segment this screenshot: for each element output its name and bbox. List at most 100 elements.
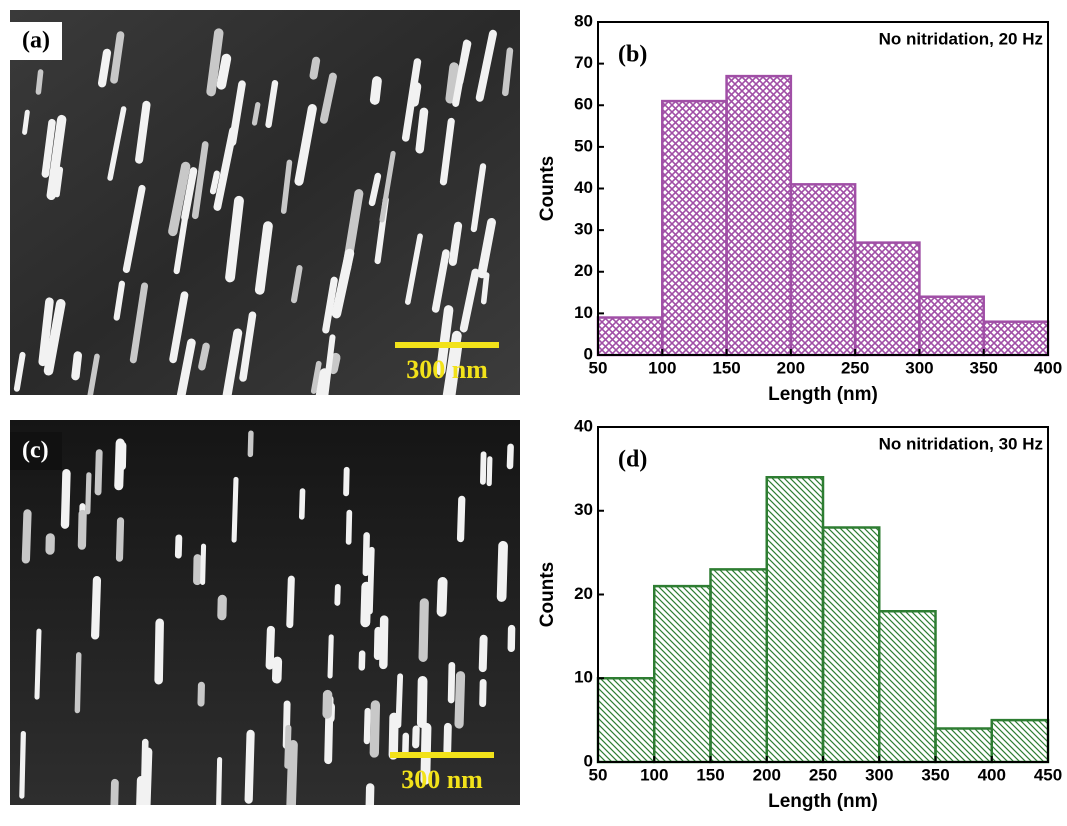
nanowire (443, 722, 452, 755)
nanowire (154, 618, 164, 685)
nanowire (35, 69, 44, 95)
nanowire (113, 280, 126, 321)
x-tick-label: 400 (978, 765, 1006, 784)
nanowire (213, 126, 237, 211)
sem-image: (a) 300 nm (10, 10, 520, 442)
nanowire (135, 100, 151, 164)
panel-label-box (10, 22, 62, 60)
nanowire (34, 628, 42, 700)
y-tick-label: 80 (574, 11, 593, 30)
gutter (0, 805, 550, 826)
nanowire (209, 170, 220, 195)
nanowire (265, 625, 275, 670)
nanowire (331, 248, 355, 319)
nanowire (38, 297, 54, 367)
x-tick-label: 350 (970, 358, 998, 377)
nanowire (247, 430, 254, 458)
nanowire (431, 249, 450, 313)
x-tick-label: 350 (921, 765, 949, 784)
x-tick-label: 450 (1034, 765, 1062, 784)
nanowire (309, 56, 321, 80)
nanowire (77, 509, 87, 550)
nanowire (436, 305, 454, 376)
x-tick-label: 400 (1034, 358, 1062, 377)
y-tick-label: 40 (574, 178, 593, 197)
nanowire (220, 328, 243, 415)
chart: 0 10 20 30 40 50 100 150 200 250 300 350 400 450 Lengt… (537, 416, 1062, 812)
nanowire (327, 634, 334, 679)
nanowire (412, 725, 420, 749)
nanowire (410, 82, 422, 107)
nanowire (231, 476, 239, 543)
nanowire (21, 509, 32, 564)
nanowire (405, 233, 423, 305)
nanowire (506, 443, 514, 470)
bar (596, 677, 656, 764)
nanowire (379, 615, 389, 670)
nanowire (174, 534, 183, 559)
nanowire (286, 575, 295, 629)
nanowire (322, 689, 333, 719)
gutter (0, 0, 550, 10)
nanowire (470, 163, 487, 233)
y-tick-label: 70 (574, 53, 593, 72)
sem-image: (c) 300 nm (10, 420, 520, 826)
bar (765, 476, 825, 764)
nanowire (477, 217, 496, 279)
nanowire (265, 80, 279, 128)
nanowire (216, 53, 232, 90)
nanowire (251, 102, 261, 126)
x-tick-label: 300 (865, 765, 893, 784)
nanowire (71, 351, 82, 381)
bar (789, 183, 857, 357)
y-tick-label: 20 (574, 261, 593, 280)
x-tick-label: 150 (712, 358, 740, 377)
panel-label: (b) (618, 42, 647, 68)
bar (661, 99, 728, 357)
nanowire (436, 577, 448, 617)
nanowire (173, 211, 189, 275)
annotation: No nitridation, 30 Hz (879, 434, 1043, 453)
nanowire (129, 282, 149, 364)
panel-label: (a) (22, 28, 50, 54)
nanowire (118, 441, 127, 471)
sem-background (10, 10, 520, 395)
nanowire (91, 576, 102, 640)
scale-bar (390, 752, 494, 758)
scale-bar (395, 342, 499, 348)
bar (878, 610, 937, 764)
y-tick-label: 20 (574, 584, 593, 603)
nanowire (294, 104, 317, 186)
nanowire (310, 360, 322, 394)
nanowire (239, 311, 257, 382)
x-tick-label: 300 (905, 358, 933, 377)
nanowire (478, 634, 488, 673)
y-tick-label: 0 (584, 344, 593, 363)
nanowire (217, 594, 227, 621)
x-tick-label: 200 (753, 765, 781, 784)
nanowire (97, 48, 112, 88)
nanowire (319, 72, 337, 124)
x-tick-label: 100 (648, 358, 676, 377)
x-tick-label: 250 (841, 358, 869, 377)
nanowire (225, 195, 244, 283)
y-tick-label: 30 (574, 500, 593, 519)
y-axis-label: Counts (537, 156, 558, 221)
nanowire (358, 650, 366, 671)
nanowire (200, 543, 207, 585)
nanowire (43, 299, 66, 376)
nanowire (439, 117, 455, 186)
nanowire (452, 39, 471, 107)
y-tick-label: 10 (574, 303, 593, 322)
nanowire (363, 707, 371, 745)
chart: 0 10 20 30 40 50 60 70 80 50 100 150 200 250 300 350 400… (537, 11, 1062, 405)
nanowire (85, 353, 100, 409)
y-axis-label: Counts (537, 562, 558, 627)
nanowire (74, 652, 82, 714)
y-tick-label: 60 (574, 95, 593, 114)
nanowire (168, 161, 191, 237)
nanowire (198, 342, 210, 371)
nanowire (369, 700, 381, 758)
